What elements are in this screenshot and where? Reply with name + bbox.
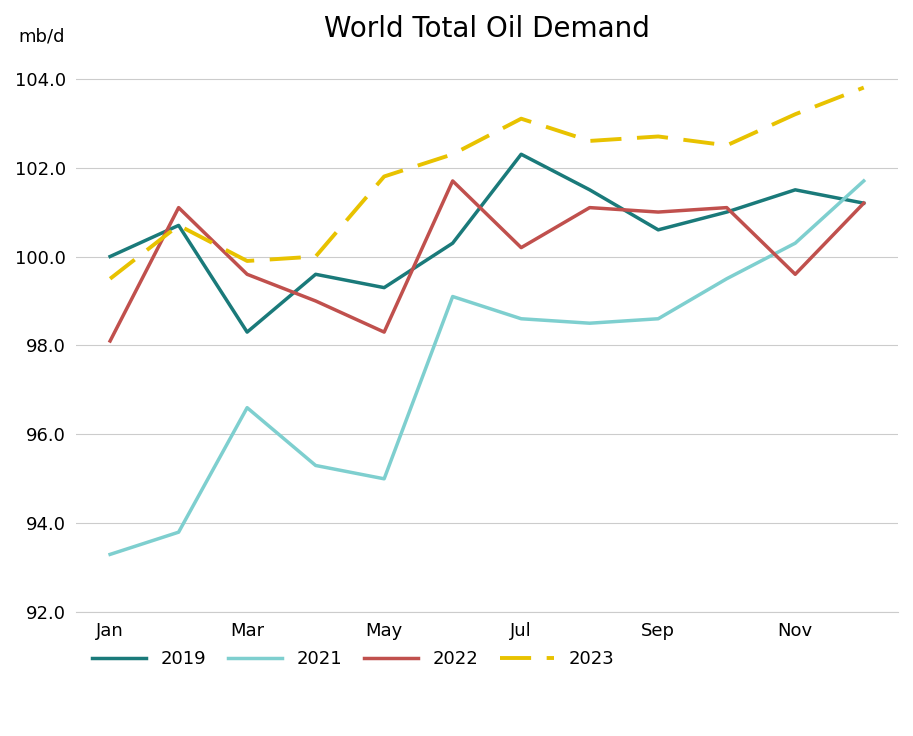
2021 [653, 314, 664, 323]
Legend: 2019, 2021, 2022, 2023: 2019, 2021, 2022, 2023 [85, 643, 622, 676]
2021 [721, 275, 732, 283]
2021 [310, 461, 321, 470]
2021 [516, 314, 527, 323]
2023 [653, 132, 664, 141]
2022 [105, 336, 116, 345]
2022 [173, 203, 184, 212]
2019 [242, 328, 253, 336]
2021 [173, 528, 184, 537]
2021 [105, 550, 116, 559]
2019 [105, 252, 116, 261]
Line: 2023: 2023 [110, 88, 864, 279]
2022 [584, 203, 595, 212]
Line: 2022: 2022 [110, 181, 864, 341]
2019 [516, 150, 527, 159]
2023 [721, 141, 732, 150]
2021 [790, 238, 801, 247]
2023 [173, 221, 184, 230]
2023 [105, 275, 116, 283]
2023 [310, 252, 321, 261]
2019 [790, 185, 801, 194]
2022 [242, 270, 253, 279]
2021 [447, 292, 458, 301]
2021 [379, 475, 390, 484]
2019 [173, 221, 184, 230]
2019 [379, 283, 390, 292]
2023 [447, 150, 458, 159]
2022 [653, 208, 664, 216]
2022 [310, 297, 321, 305]
2021 [858, 177, 869, 185]
2023 [858, 83, 869, 92]
2023 [242, 257, 253, 266]
2022 [447, 177, 458, 185]
2023 [516, 114, 527, 123]
2021 [584, 319, 595, 328]
2019 [310, 270, 321, 279]
2023 [379, 172, 390, 181]
2023 [584, 136, 595, 145]
2019 [653, 225, 664, 234]
2022 [858, 199, 869, 208]
Text: mb/d: mb/d [18, 27, 65, 46]
2022 [790, 270, 801, 279]
2022 [516, 243, 527, 252]
2021 [242, 403, 253, 412]
2022 [379, 328, 390, 336]
2019 [721, 208, 732, 216]
2022 [721, 203, 732, 212]
2023 [790, 110, 801, 118]
Title: World Total Oil Demand: World Total Oil Demand [324, 15, 650, 43]
2019 [447, 238, 458, 247]
Line: 2021: 2021 [110, 181, 864, 554]
Line: 2019: 2019 [110, 155, 864, 332]
2019 [584, 185, 595, 194]
2019 [858, 199, 869, 208]
